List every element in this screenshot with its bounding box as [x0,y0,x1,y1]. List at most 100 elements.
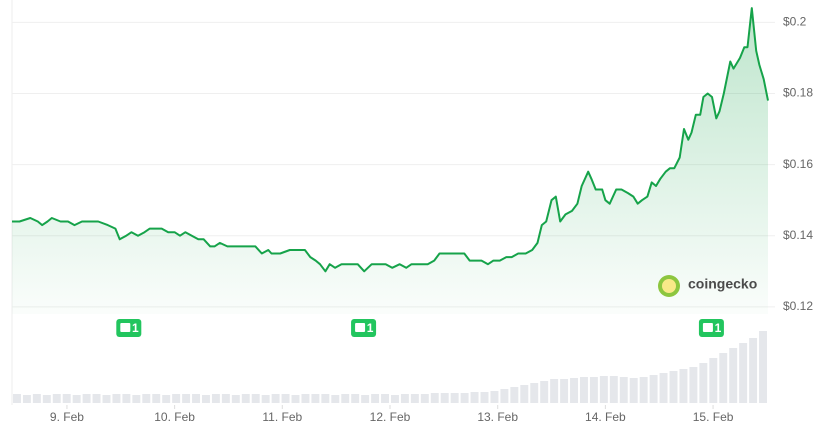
volume-bar [52,394,61,403]
axes: $0.12 $0.14 $0.16 $0.18 $0.2 9. Feb 10. Feb 11.… [50,15,813,425]
y-tick-label: $0.14 [783,228,813,242]
volume-bar [351,394,360,403]
volume-bar [311,394,320,403]
volume-bar [490,391,499,403]
y-tick-label: $0.12 [783,299,813,313]
volume-bar [570,378,578,403]
volume-bar [709,358,718,403]
volume-bar [689,367,698,403]
volume-bar [182,394,191,403]
volume-bar [102,395,111,403]
volume-bar [530,383,539,403]
volume-bar [500,389,509,403]
watermark: coingecko [658,275,757,297]
volume-bar [719,353,728,403]
volume-bar [520,385,529,403]
volume-bar [649,375,658,403]
volume-bar [381,394,389,403]
volume-bar [221,394,230,403]
volume-bar [291,395,300,403]
volume-bar [669,371,678,403]
price-line [12,7,769,273]
volume-bar [281,394,290,403]
volume-bar [450,393,459,403]
volume-bar [759,331,767,403]
volume-bar [659,373,668,403]
volume-bar [13,394,21,403]
watermark-text: coingecko [688,276,757,292]
volume-bar [729,348,738,403]
volume-bar [361,395,370,403]
volume-bar [440,393,449,403]
volume-bar [400,394,409,403]
volume-bar [550,379,559,403]
volume-bar [609,376,618,403]
x-tick-label: 10. Feb [154,410,195,424]
event-icon [355,323,366,332]
x-tick-label: 13. Feb [477,410,518,424]
volume-bar [211,394,220,403]
event-count: 1 [367,321,374,335]
volume-bar [62,394,71,403]
event-count: 1 [715,321,722,335]
x-tick-label: 12. Feb [370,410,411,424]
volume-bar [629,378,638,403]
volume-bar [82,394,91,403]
volume-bar [391,395,399,403]
volume-bar [619,377,628,403]
volume-bar [202,395,210,403]
x-tick-label: 15. Feb [693,410,734,424]
event-icon [702,323,713,332]
volume-bar [540,381,549,403]
volume-bar [261,395,270,403]
volume-bar [699,363,708,403]
volume-bar [122,394,131,403]
volume-bar [510,387,519,403]
volume-bar [589,377,598,403]
volume-bar [749,338,758,403]
y-tick-label: $0.2 [783,15,807,29]
volume-bar [112,394,121,403]
volume-bar [580,377,588,403]
volume-bar [420,394,429,403]
volume-bar [92,394,101,403]
volume-bar [331,395,340,403]
x-tick-label: 14. Feb [585,410,626,424]
volume-bar [132,395,141,403]
volume-bar [739,343,748,403]
x-tick-label: 9. Feb [50,410,84,424]
volume-bar [410,394,419,403]
volume-bar [371,394,380,403]
y-tick-label: $0.16 [783,157,813,171]
plot [12,7,769,314]
volume-bar [301,394,310,403]
volume-bar [271,394,280,403]
volume-bar [231,395,240,403]
volume-bar [560,379,569,403]
volume-bar [241,394,250,403]
volume-bars [13,331,767,403]
volume-bar [480,392,489,403]
volume-bar [32,394,41,403]
volume-bar [460,393,469,403]
volume-bar [251,394,260,403]
y-tick-label: $0.18 [783,86,813,100]
volume-bar [162,395,171,403]
volume-bar [152,394,161,403]
volume-bar [22,395,31,403]
volume-bar [679,369,688,403]
volume-bar [321,394,330,403]
volume-bar [639,377,648,403]
x-tick-label: 11. Feb [262,410,302,424]
volume-bar [142,394,151,403]
volume-bar [42,395,51,403]
volume-bar [72,395,81,403]
event-count: 1 [132,321,139,335]
price-area [12,8,768,314]
volume-bar [430,393,439,403]
event-icon [120,323,131,332]
volume-bar [599,376,608,403]
logo-inner [662,279,676,293]
volume-bar [192,394,200,403]
